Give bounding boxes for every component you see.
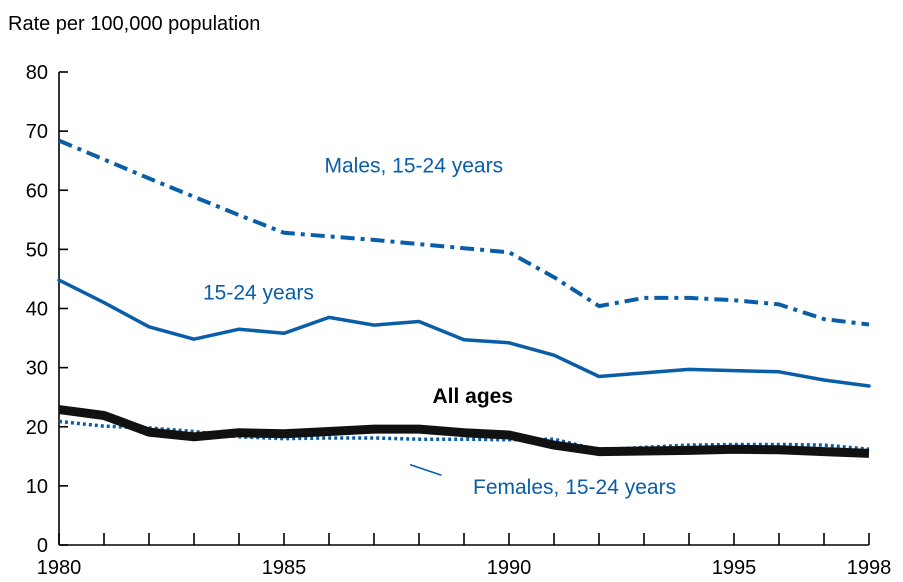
series-annotations: Males, 15-24 years 15-24 years All ages Fem… bbox=[203, 155, 676, 500]
y-tick-label: 0 bbox=[37, 535, 48, 557]
y-tick-label: 40 bbox=[26, 299, 48, 321]
x-tick-label: 1990 bbox=[487, 557, 532, 579]
x-tick-label: 1998 bbox=[847, 557, 892, 579]
series-label: Males, 15-24 years bbox=[325, 155, 504, 178]
y-tick-label: 30 bbox=[26, 358, 48, 380]
y-tick-label: 50 bbox=[26, 239, 48, 261]
series-line-males-15-24-years bbox=[58, 138, 870, 327]
series-label: Females, 15-24 years bbox=[473, 476, 676, 499]
y-tick-label: 60 bbox=[26, 180, 48, 202]
series-label: 15-24 years bbox=[203, 282, 314, 305]
y-tick-label: 20 bbox=[26, 417, 48, 439]
series-line-all-ages bbox=[58, 405, 870, 458]
series-lines bbox=[57, 138, 871, 458]
x-tick-label: 1980 bbox=[37, 557, 82, 579]
series-label: All ages bbox=[433, 385, 514, 408]
y-tick-label: 80 bbox=[26, 62, 48, 84]
y-axis-label: Rate per 100,000 population bbox=[8, 13, 260, 35]
y-tick-label: 10 bbox=[26, 476, 48, 498]
x-tick-label: 1985 bbox=[262, 557, 307, 579]
axes: 0 10 20 30 40 50 60 70 80 1980 1985 1990 1995 1998 bbox=[26, 62, 892, 579]
x-tick-label: 1995 bbox=[712, 557, 757, 579]
y-tick-label: 70 bbox=[26, 121, 48, 143]
annotation-leader-line bbox=[409, 463, 442, 476]
series-line-15-24-years bbox=[57, 278, 871, 388]
